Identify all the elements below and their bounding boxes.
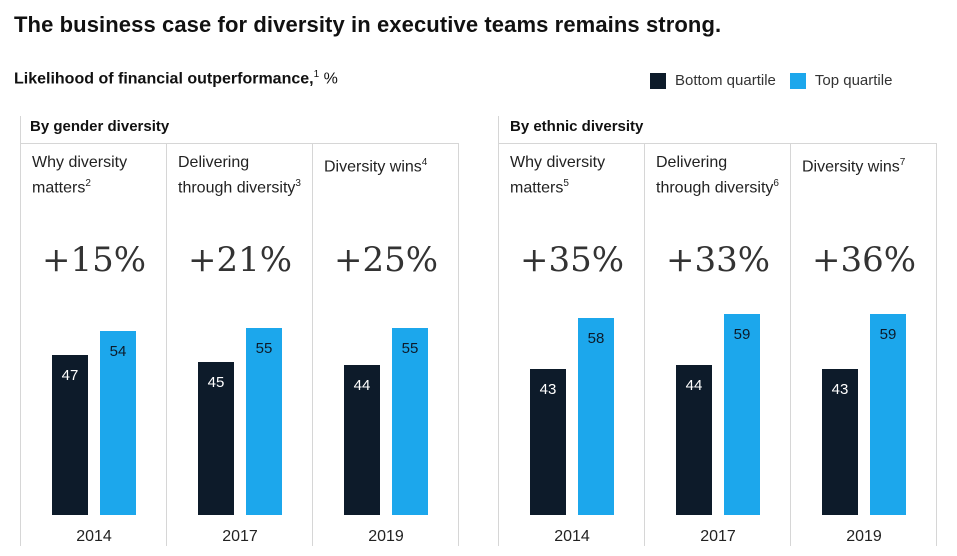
panel-divider-line [644, 143, 645, 546]
bar-bottom-quartile [198, 361, 234, 515]
panel-divider-line [166, 143, 167, 546]
outperformance-value: +33% [666, 240, 771, 280]
bar-value-label: 43 [539, 380, 557, 398]
study-name: Why diversity matters5 [510, 154, 606, 197]
subtitle-footnote: 1 [313, 69, 320, 80]
bar-top-quartile [724, 314, 760, 515]
bar-value-label: 44 [685, 377, 703, 395]
x-tick-label: 2019 [368, 528, 404, 545]
bar-value-label: 59 [879, 326, 897, 344]
chart-title: The business case for diversity in execu… [14, 12, 722, 37]
bar-value-label: 47 [61, 367, 79, 384]
chart-subtitle: Likelihood of financial outperformance,1… [14, 69, 338, 88]
bar-bottom-quartile [344, 365, 380, 515]
panel-divider-line [936, 143, 937, 546]
legend-item-bottom: Bottom quartile [650, 72, 776, 89]
legend-swatch-bottom [650, 72, 666, 89]
outperformance-value: +21% [188, 240, 293, 280]
bar-value-label: 55 [255, 339, 273, 357]
study-footnote: 2 [85, 178, 91, 189]
x-tick-label: 2017 [222, 528, 258, 545]
panel-divider-line [790, 143, 791, 546]
bar-bottom-quartile [52, 355, 88, 515]
study-name: Diversity wins4 [324, 157, 428, 176]
legend-label-top: Top quartile [814, 72, 893, 89]
bar-top-quartile [870, 314, 906, 515]
bar-top-quartile [100, 331, 136, 515]
legend-swatch-top [789, 72, 806, 89]
study-name: Why diversity matters2 [32, 154, 128, 197]
study-name: Diversity wins7 [802, 157, 906, 176]
legend-label-bottom: Bottom quartile [675, 72, 776, 89]
bar-value-label: 54 [109, 343, 127, 361]
bar-bottom-quartile [676, 365, 712, 515]
outperformance-value: +36% [812, 240, 917, 280]
subtitle-text: Likelihood of financial outperformance, [14, 70, 314, 88]
bar-top-quartile [246, 327, 282, 515]
bar-value-label: 45 [207, 373, 225, 391]
bar-value-label: 44 [353, 377, 371, 395]
study-footnote: 4 [421, 157, 428, 168]
bar-top-quartile [578, 317, 614, 515]
group-header-line [20, 143, 458, 144]
group-divider-line [498, 116, 499, 546]
outperformance-value: +15% [42, 240, 147, 280]
study-footnote: 6 [773, 178, 779, 189]
x-tick-label: 2019 [846, 528, 882, 545]
legend: Bottom quartile Top quartile [650, 72, 906, 89]
study-name: Delivering through diversity3 [178, 154, 301, 197]
panel-divider-line [458, 143, 459, 546]
group-header-line [498, 143, 936, 144]
x-tick-label: 2014 [76, 528, 112, 545]
subtitle-unit: % [319, 70, 338, 88]
bar-value-label: 55 [401, 339, 419, 357]
panel-divider-line [312, 143, 313, 546]
x-tick-label: 2017 [700, 528, 736, 545]
legend-item-top: Top quartile [789, 72, 893, 89]
bar-value-label: 43 [831, 380, 849, 398]
study-footnote: 5 [563, 178, 569, 189]
study-name: Delivering through diversity6 [656, 154, 779, 197]
bar-bottom-quartile [822, 368, 858, 515]
outperformance-value: +35% [520, 240, 625, 280]
outperformance-value: +25% [334, 240, 439, 280]
bar-value-label: 58 [587, 329, 605, 347]
bar-value-label: 59 [733, 326, 751, 344]
x-tick-label: 2014 [554, 528, 590, 545]
study-footnote: 7 [899, 157, 906, 168]
group-label-gender: By gender diversity [30, 118, 170, 135]
bar-top-quartile [392, 327, 428, 515]
group-label-ethnic: By ethnic diversity [510, 118, 644, 135]
bar-bottom-quartile [530, 368, 566, 515]
study-footnote: 3 [295, 178, 301, 189]
group-divider-line [20, 116, 21, 546]
